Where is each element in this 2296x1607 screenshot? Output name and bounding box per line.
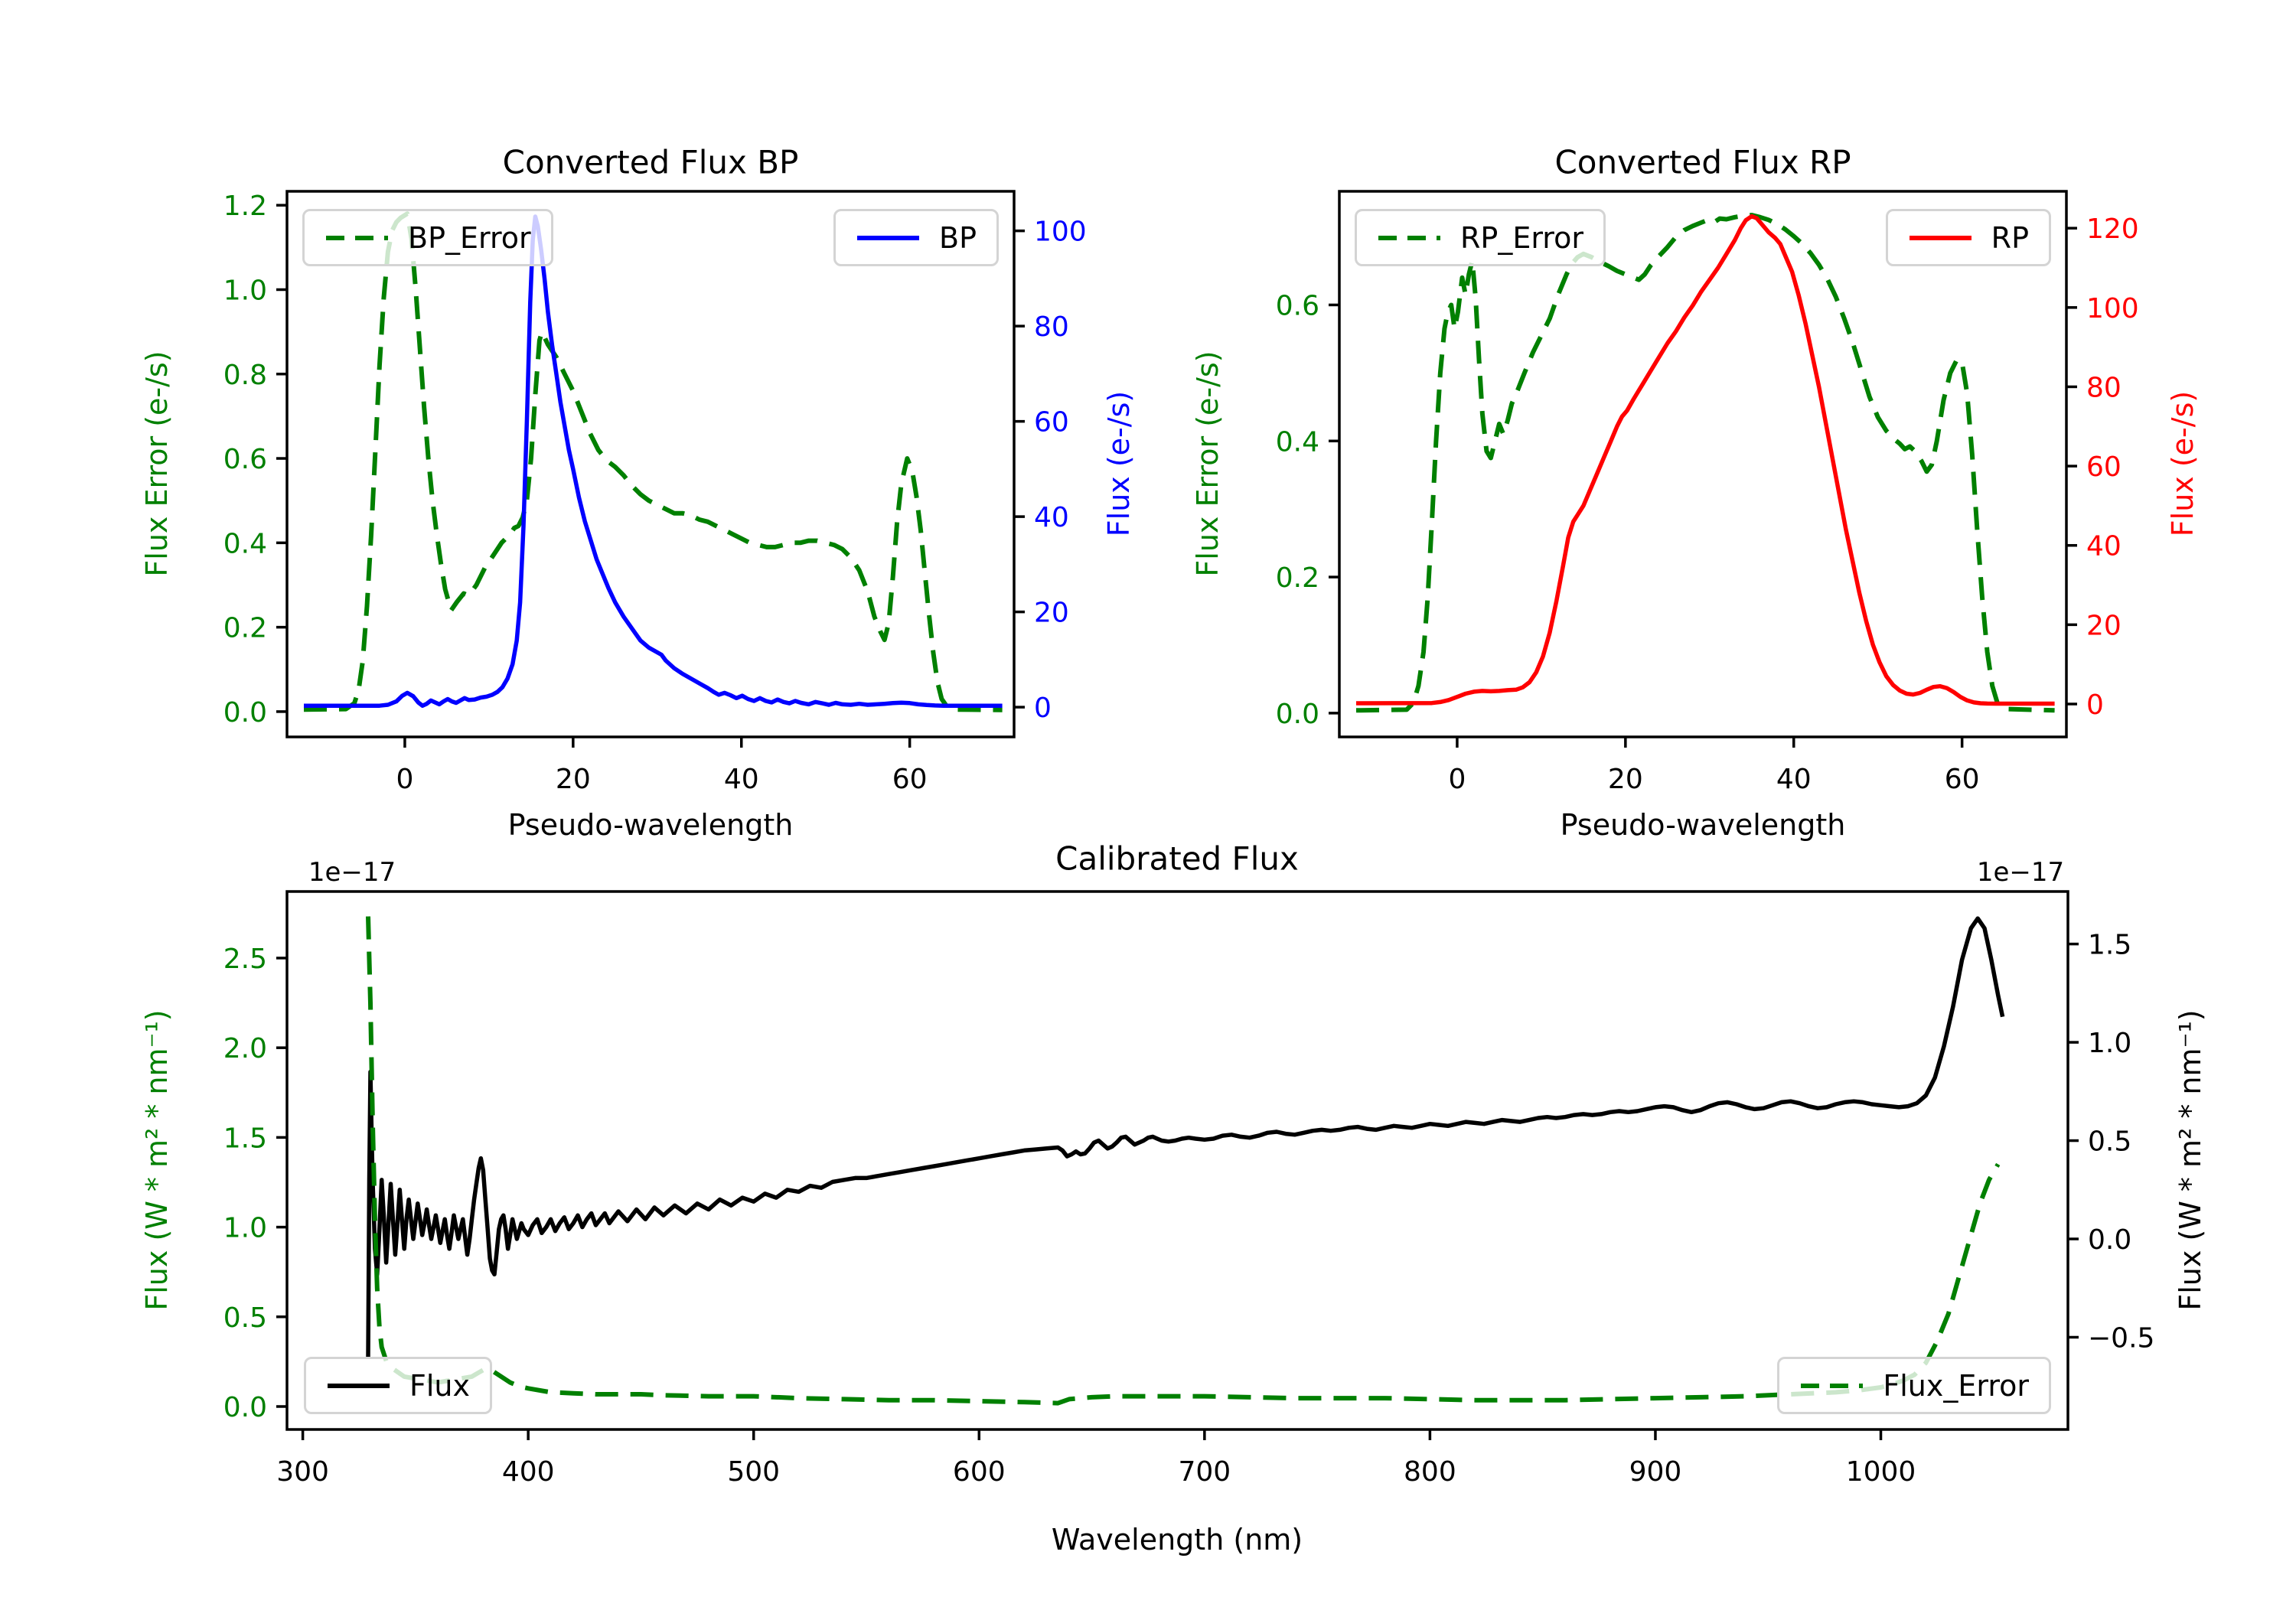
panel3-xlabel: Wavelength (nm) [1051, 1523, 1303, 1556]
series-bp [304, 214, 1003, 708]
x-tick-label: 40 [1776, 764, 1812, 795]
series-rp [1355, 214, 2055, 706]
x-tick-label: 400 [502, 1456, 555, 1488]
y-tick-label-right: 0 [2086, 689, 2104, 721]
x-tick-label: 1000 [1846, 1456, 1916, 1488]
y-tick-label-right: 0.5 [2088, 1126, 2131, 1158]
panel3-offset-right: 1e−17 [1976, 857, 2065, 888]
panel3-ylabel-left: Flux (W * m² * nm⁻¹) [140, 1009, 174, 1311]
y-tick-label-left: 1.2 [223, 191, 267, 222]
y-tick-label-left: 2.5 [223, 944, 267, 975]
x-tick-label: 20 [556, 764, 591, 795]
y-tick-label-right: 40 [2086, 531, 2122, 562]
y-tick-label-right: 20 [1034, 598, 1069, 629]
panel1-xlabel: Pseudo-wavelength [507, 808, 794, 842]
y-tick-label-left: 0.4 [223, 528, 267, 559]
series-rp_error [1355, 213, 2055, 713]
legend-rp-error: RP_Error [1355, 209, 1606, 266]
legend-sample-line [328, 1383, 390, 1388]
y-tick-label-left: 0.0 [1276, 699, 1319, 730]
legend-label: BP_Error [408, 220, 531, 255]
y-tick-label-right: 1.0 [2088, 1028, 2131, 1059]
x-tick-label: 40 [724, 764, 759, 795]
panel3-offset-left: 1e−17 [308, 857, 396, 888]
axes-spines [285, 190, 1016, 738]
y-tick-label-right: 100 [1034, 217, 1087, 248]
y-tick-label-left: 1.0 [223, 275, 267, 306]
panel1-ylabel-right: Flux (e-/s) [1102, 390, 1136, 537]
y-tick-label-left: 0.2 [223, 613, 267, 644]
legend-bp: BP [833, 209, 999, 266]
y-tick-label-left: 0.6 [223, 444, 267, 475]
x-tick-label: 900 [1629, 1456, 1682, 1488]
y-tick-label-right: 60 [1034, 407, 1069, 438]
panel2-ylabel-left: Flux Error (e-/s) [1191, 350, 1225, 577]
x-tick-label: 500 [727, 1456, 780, 1488]
legend-sample-line [857, 235, 920, 240]
series-bp_error [303, 211, 1003, 712]
panel-2: 0 20 40 60 0.0 0.2 0.4 0.6 0 20 40 60 80 100 120 [1276, 190, 2139, 795]
x-tick-label: 600 [953, 1456, 1006, 1488]
x-tick-label: 0 [1448, 764, 1466, 795]
y-tick-label-left: 0.4 [1276, 426, 1319, 458]
panel-1: 0 20 40 60 0.0 0.2 0.4 0.6 0.8 1.0 1.2 0 20 40 60 80 100 [223, 190, 1087, 795]
x-tick-label: 700 [1178, 1456, 1231, 1488]
panel-3: 300 400 500 600 700 800 900 1000 0.0 0.5 1.0 1.5 2.0… [223, 890, 2154, 1488]
y-tick-label-right: 60 [2086, 451, 2122, 483]
legend-flux-error: Flux_Error [1777, 1357, 2051, 1414]
x-tick-label: 20 [1608, 764, 1643, 795]
legend-label: BP [939, 220, 977, 255]
legend-rp: RP [1885, 209, 2051, 266]
legend-label: Flux [409, 1368, 470, 1403]
y-tick-label-left: 1.0 [223, 1213, 267, 1244]
panel1-title: Converted Flux BP [502, 143, 799, 181]
legend-label: RP [1991, 220, 2029, 255]
y-tick-label-right: 40 [1034, 502, 1069, 533]
panel3-ylabel-right: Flux (W * m² * nm⁻¹) [2174, 1009, 2207, 1311]
y-tick-label-left: 0.2 [1276, 562, 1319, 594]
y-tick-label-right: 120 [2086, 214, 2139, 245]
x-tick-label: 60 [892, 764, 928, 795]
y-tick-label-right: 20 [2086, 610, 2122, 641]
legend-bp-error: BP_Error [302, 209, 553, 266]
panel2-title: Converted Flux RP [1554, 143, 1851, 181]
series-flux [366, 916, 2005, 1358]
y-tick-label-left: 2.0 [223, 1033, 267, 1064]
y-tick-label-right: 80 [2086, 372, 2122, 403]
y-tick-label-right: 1.5 [2088, 930, 2131, 961]
series-flux_error [366, 916, 2001, 1406]
legend-sample-line [326, 235, 388, 240]
y-tick-label-left: 0.0 [223, 1392, 267, 1423]
y-tick-label-left: 0.5 [223, 1302, 267, 1334]
legend-label: RP_Error [1460, 220, 1583, 255]
legend-flux: Flux [304, 1357, 492, 1414]
y-tick-label-left: 1.5 [223, 1123, 267, 1154]
panel3-title: Calibrated Flux [1055, 839, 1299, 878]
panel2-xlabel: Pseudo-wavelength [1560, 808, 1846, 842]
x-tick-label: 0 [396, 764, 413, 795]
y-tick-label-left: 0.6 [1276, 290, 1319, 321]
x-tick-label: 300 [276, 1456, 329, 1488]
y-tick-label-left: 0.0 [223, 697, 267, 729]
y-tick-label-right: 0.0 [2088, 1224, 2131, 1256]
x-tick-label: 800 [1404, 1456, 1456, 1488]
legend-sample-line [1909, 235, 1971, 240]
legend-sample-line [1378, 235, 1440, 240]
panel2-ylabel-right: Flux (e-/s) [2166, 390, 2200, 537]
y-tick-label-right: −0.5 [2088, 1322, 2154, 1354]
y-tick-label-left: 0.8 [223, 360, 267, 391]
y-tick-label-right: 100 [2086, 293, 2139, 324]
y-tick-label-right: 0 [1034, 693, 1052, 724]
axes-spines [285, 890, 2069, 1431]
legend-sample-line [1801, 1383, 1864, 1388]
y-tick-label-right: 80 [1034, 311, 1069, 343]
panel1-ylabel-left: Flux Error (e-/s) [140, 350, 174, 577]
legend-label: Flux_Error [1883, 1368, 2029, 1403]
axes-spines [1338, 190, 2068, 738]
x-tick-label: 60 [1945, 764, 1980, 795]
